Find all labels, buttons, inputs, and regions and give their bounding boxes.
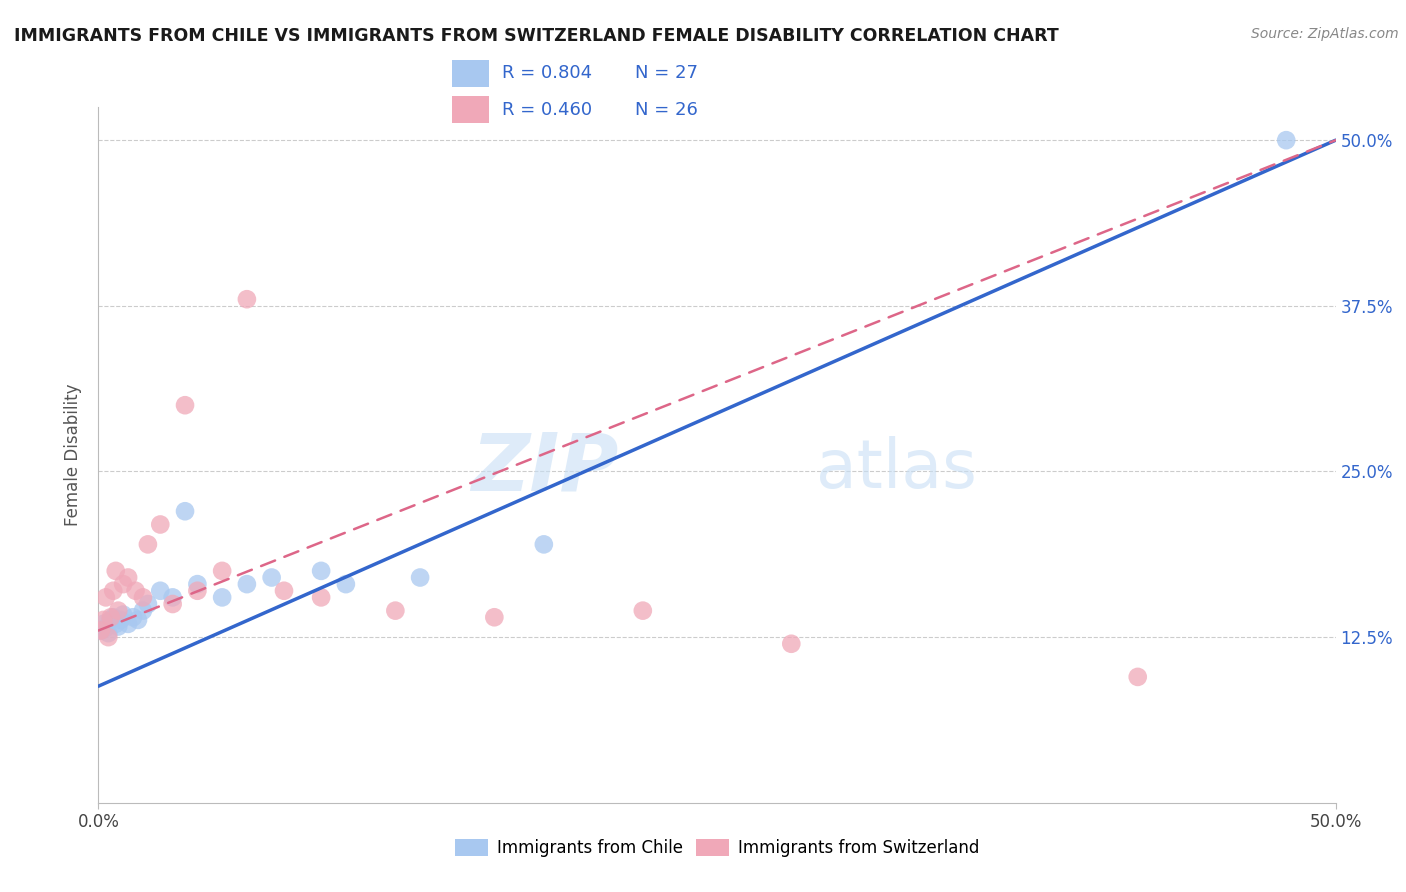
Point — [136, 537, 159, 551]
Point — [107, 619, 129, 633]
Point — [1126, 670, 1149, 684]
Point — [97, 626, 120, 640]
Point — [186, 577, 208, 591]
Point — [409, 570, 432, 584]
Point — [162, 591, 184, 605]
Point — [94, 621, 117, 635]
Point — [97, 630, 120, 644]
Point — [780, 637, 803, 651]
Point — [90, 624, 112, 638]
Point — [186, 583, 208, 598]
Point — [1275, 133, 1298, 147]
Text: Source: ZipAtlas.com: Source: ZipAtlas.com — [1251, 27, 1399, 41]
Point — [309, 591, 332, 605]
Point — [309, 564, 332, 578]
Point — [104, 616, 127, 631]
FancyBboxPatch shape — [453, 96, 489, 123]
Point — [100, 610, 122, 624]
Point — [149, 583, 172, 598]
Text: ZIP: ZIP — [471, 430, 619, 508]
Point — [174, 504, 197, 518]
Point — [107, 604, 129, 618]
Point — [211, 564, 233, 578]
Text: IMMIGRANTS FROM CHILE VS IMMIGRANTS FROM SWITZERLAND FEMALE DISABILITY CORRELATI: IMMIGRANTS FROM CHILE VS IMMIGRANTS FROM… — [14, 27, 1059, 45]
Point — [93, 616, 115, 631]
Y-axis label: Female Disability: Female Disability — [63, 384, 82, 526]
Point — [236, 577, 259, 591]
Point — [174, 398, 197, 412]
Point — [104, 564, 127, 578]
Point — [112, 577, 135, 591]
Legend: Immigrants from Chile, Immigrants from Switzerland: Immigrants from Chile, Immigrants from S… — [449, 832, 986, 864]
Point — [631, 604, 654, 618]
Point — [94, 591, 117, 605]
Point — [93, 613, 115, 627]
Point — [236, 292, 259, 306]
Text: atlas: atlas — [815, 436, 977, 502]
Point — [484, 610, 506, 624]
Point — [103, 583, 125, 598]
Point — [384, 604, 406, 618]
Point — [103, 610, 125, 624]
Point — [335, 577, 357, 591]
Text: N = 27: N = 27 — [634, 64, 697, 82]
FancyBboxPatch shape — [453, 60, 489, 87]
Point — [117, 616, 139, 631]
Point — [136, 597, 159, 611]
Point — [162, 597, 184, 611]
Point — [149, 517, 172, 532]
Point — [132, 591, 155, 605]
Point — [117, 570, 139, 584]
Point — [100, 613, 122, 627]
Text: N = 26: N = 26 — [634, 101, 697, 119]
Point — [211, 591, 233, 605]
Point — [260, 570, 283, 584]
Point — [112, 607, 135, 622]
Point — [90, 624, 112, 638]
Point — [110, 613, 132, 627]
Text: R = 0.804: R = 0.804 — [502, 64, 592, 82]
Point — [273, 583, 295, 598]
Point — [127, 613, 149, 627]
Point — [533, 537, 555, 551]
Text: R = 0.460: R = 0.460 — [502, 101, 592, 119]
Point — [124, 583, 146, 598]
Point — [132, 604, 155, 618]
Point — [122, 610, 145, 624]
